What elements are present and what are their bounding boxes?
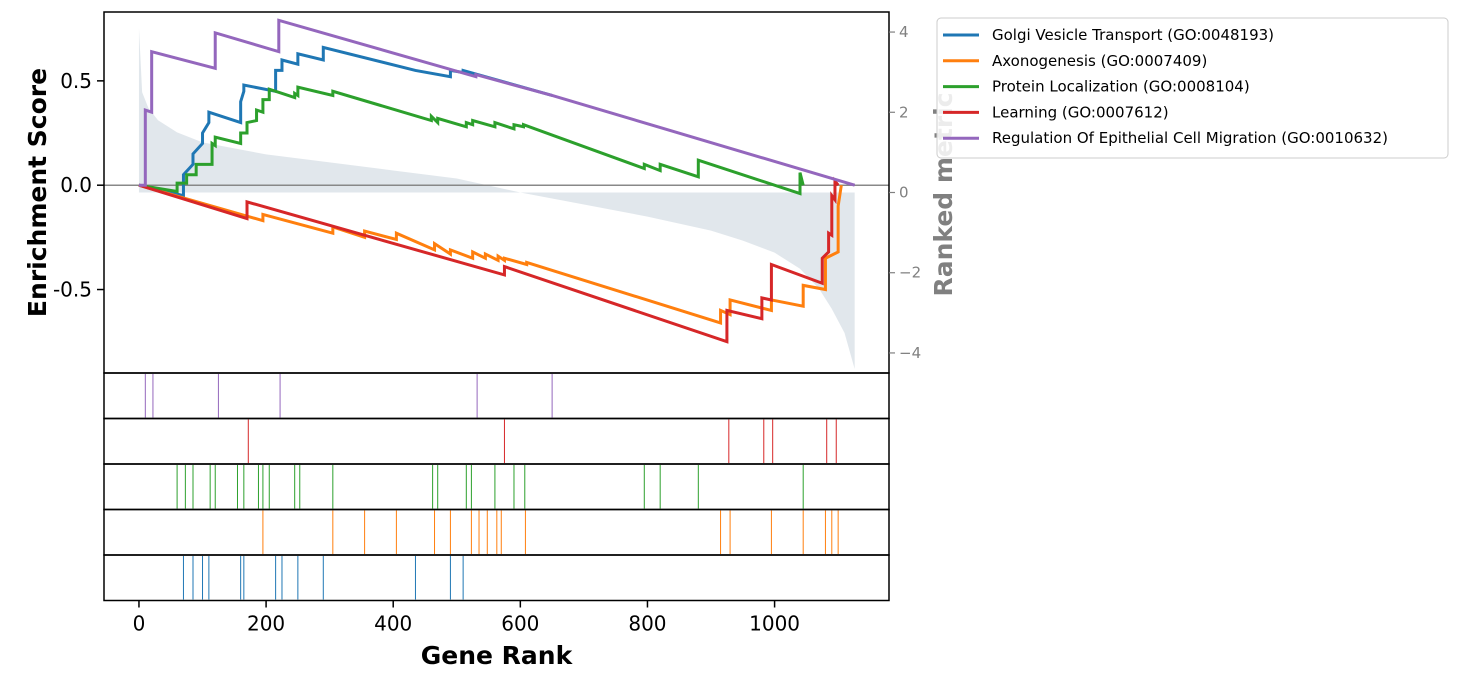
hit-strip-frame xyxy=(103,372,890,420)
hit-strip-2 xyxy=(103,463,890,511)
series-line-1 xyxy=(138,183,843,325)
y2-tick-label: −2 xyxy=(899,264,921,282)
y-axis-title: Enrichment Score xyxy=(23,68,52,317)
hit-strip-frame xyxy=(103,554,890,602)
y-tick-label: 0.0 xyxy=(60,173,92,197)
y2-tick-label: 0 xyxy=(899,184,909,202)
x-tick-label: 800 xyxy=(628,612,666,636)
hit-strip-3 xyxy=(103,508,890,556)
hit-strip-frame xyxy=(103,417,890,465)
legend-label: Regulation Of Epithelial Cell Migration … xyxy=(992,129,1388,147)
series-line-3 xyxy=(138,176,840,344)
y2-tick-label: 2 xyxy=(899,103,909,121)
y2-tick-label: 4 xyxy=(899,23,909,41)
hit-strip-1 xyxy=(103,417,890,465)
x-axis-ticks: 0 200 400 600 800 1000 xyxy=(133,600,800,636)
x-tick-label: 200 xyxy=(247,612,285,636)
hit-strip-frame xyxy=(103,463,890,511)
y-tick-label: 0.5 xyxy=(60,69,92,93)
x-tick-label: 600 xyxy=(501,612,539,636)
x-tick-label: 1000 xyxy=(749,612,800,636)
series-line-2 xyxy=(138,85,805,196)
x-tick-label: 0 xyxy=(133,612,146,636)
legend-label: Protein Localization (GO:0008104) xyxy=(992,78,1250,96)
ranked-metric-area xyxy=(138,28,855,369)
ranked-metric-area-layer xyxy=(138,28,855,369)
legend-label: Axonogenesis (GO:0007409) xyxy=(992,52,1207,70)
y-axis-ticks: 0.5 0.0 -0.5 xyxy=(53,69,104,302)
x-axis-title: Gene Rank xyxy=(421,641,574,670)
hit-strip-0 xyxy=(103,372,890,420)
legend: Golgi Vesicle Transport (GO:0048193) Axon… xyxy=(936,17,1449,159)
x-tick-label: 400 xyxy=(374,612,412,636)
y2-tick-label: −4 xyxy=(899,344,921,362)
legend-label: Learning (GO:0007612) xyxy=(992,103,1169,121)
gene-hit-strips xyxy=(103,372,890,602)
enrichment-lines-layer xyxy=(138,18,856,344)
legend-box xyxy=(936,17,1449,159)
series-line-4 xyxy=(138,18,856,187)
y-tick-label: -0.5 xyxy=(53,278,92,302)
legend-label: Golgi Vesicle Transport (GO:0048193) xyxy=(992,26,1274,44)
hit-strip-4 xyxy=(103,554,890,602)
y2-axis-ticks: 4 2 0 −2 −4 xyxy=(889,23,921,362)
